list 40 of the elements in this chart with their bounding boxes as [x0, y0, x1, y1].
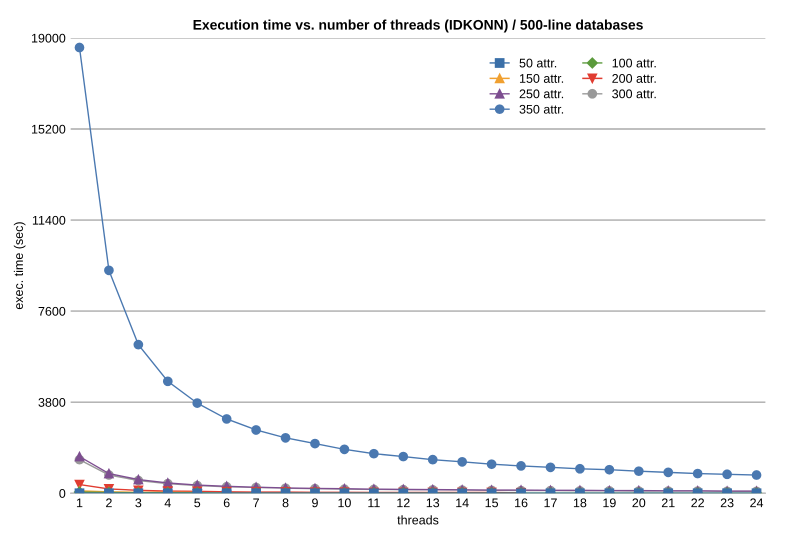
x-tick-label: 20	[632, 498, 646, 508]
chart-title: Execution time vs. number of threads (IDKONN) / 500-line databases	[194, 20, 643, 32]
y-tick-label: 0	[59, 489, 66, 498]
x-tick-label: 24	[750, 498, 764, 508]
legend-label: 250 attr.	[520, 89, 564, 98]
x-tick-label: 6	[224, 498, 230, 508]
x-tick-label: 13	[426, 498, 440, 508]
x-tick-label: 21	[662, 498, 675, 508]
y-axis-title: exec. time (sec)	[14, 222, 26, 310]
x-tick-label: 8	[282, 498, 288, 508]
y-tick-label: 11400	[32, 216, 66, 225]
x-tick-label: 9	[312, 498, 318, 508]
legend-label: 150 attr.	[520, 74, 564, 83]
legend-label: 50 attr.	[520, 58, 556, 68]
x-tick-label: 12	[397, 498, 410, 508]
x-tick-label: 7	[253, 498, 259, 508]
x-tick-label: 16	[515, 498, 528, 508]
y-tick-label: 19000	[32, 34, 66, 43]
x-tick-label: 19	[603, 498, 616, 508]
x-tick-label: 2	[106, 498, 112, 508]
legend-label: 200 attr.	[612, 74, 656, 83]
y-tick-label: 15200	[32, 124, 66, 134]
x-tick-label: 3	[135, 498, 142, 508]
x-tick-label: 10	[338, 498, 351, 508]
y-tick-label: 7600	[38, 306, 66, 316]
x-tick-label: 11	[368, 498, 380, 508]
x-tick-label: 23	[720, 498, 734, 508]
legend-label: 300 attr.	[612, 89, 656, 98]
x-tick-label: 18	[574, 498, 586, 508]
x-tick-label: 15	[486, 498, 498, 508]
legend-label: 350 attr.	[520, 104, 564, 114]
x-tick-label: 17	[544, 498, 557, 508]
x-axis-title: threads	[397, 515, 438, 524]
x-tick-label: 1	[76, 498, 82, 508]
x-tick-label: 14	[456, 498, 469, 508]
x-tick-label: 22	[691, 498, 704, 508]
legend-label: 100 attr.	[612, 58, 656, 68]
x-tick-label: 4	[164, 498, 171, 508]
x-tick-label: 5	[194, 498, 200, 508]
y-tick-label: 3800	[38, 398, 66, 407]
